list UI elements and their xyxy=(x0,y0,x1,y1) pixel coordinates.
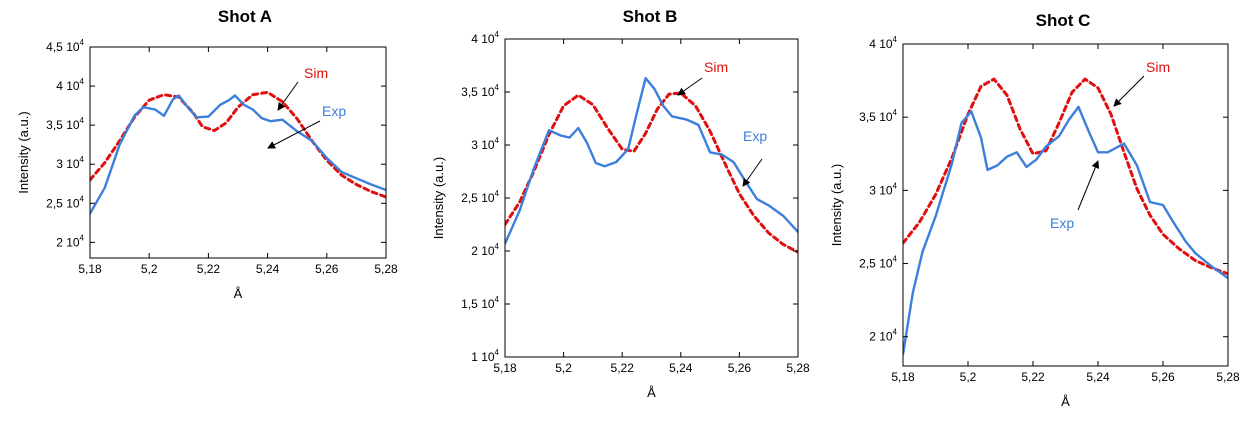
annotation-arrow xyxy=(267,120,321,149)
y-tick-label: 2,5 104 xyxy=(461,189,499,205)
y-tick-label: 2 104 xyxy=(869,328,897,344)
sim-series-line xyxy=(90,90,386,199)
panel-shot-b: Shot B 5,18 5,2 5,22 5,24 5,26 5,28 1 104 1,5 10… xyxy=(431,7,810,400)
x-tick-label: 5,18 xyxy=(493,361,517,375)
y-tick-label: 3,5 104 xyxy=(859,108,897,124)
y-tick-label: 4,5 104 xyxy=(46,38,84,54)
panel-shot-c: Shot C 5,18 5,2 5,22 5,24 5,26 5,28 2 104 2,5 10… xyxy=(829,11,1240,409)
y-tick-label: 3 104 xyxy=(56,155,84,171)
x-tick-label: 5,18 xyxy=(78,262,102,276)
x-tick-label: 5,22 xyxy=(1021,370,1045,384)
sim-series-line xyxy=(903,77,1228,276)
y-tick-label: 3 104 xyxy=(869,181,897,197)
y-tick-label: 3 104 xyxy=(471,136,499,152)
plot-frame xyxy=(902,43,1229,367)
sim-annotation-label: Sim xyxy=(1146,59,1170,75)
annotation-arrow xyxy=(1077,160,1100,211)
y-axis-label: Intensity (a.u.) xyxy=(431,157,446,239)
exp-annotation-label: Exp xyxy=(1050,215,1074,231)
chart-title: Shot A xyxy=(218,7,272,26)
x-tick-label: 5,2 xyxy=(141,262,158,276)
y-tick-label: 4 104 xyxy=(471,30,499,46)
y-tick-label: 2 104 xyxy=(56,233,84,249)
x-tick-label: 5,18 xyxy=(891,370,915,384)
annotation-arrow xyxy=(277,81,299,111)
x-axis-label: Å xyxy=(1061,394,1070,409)
y-tick-label: 2,5 104 xyxy=(859,255,897,271)
chart-title: Shot B xyxy=(623,7,678,26)
panel-shot-a: Shot A 5,18 5,2 5,22 5,24 5,26 5,28 2 104 2,5 10… xyxy=(16,7,398,301)
y-tick-label: 3,5 104 xyxy=(461,83,499,99)
y-tick-label: 3,5 104 xyxy=(46,116,84,132)
y-tick-label: 2 104 xyxy=(471,242,499,258)
sim-annotation-label: Sim xyxy=(304,65,328,81)
x-axis-label: Å xyxy=(234,286,243,301)
sim-annotation-label: Sim xyxy=(704,59,728,75)
x-tick-label: 5,26 xyxy=(1151,370,1175,384)
x-axis-label: Å xyxy=(647,385,656,400)
y-tick-label: 4 104 xyxy=(56,77,84,93)
annotation-arrow xyxy=(1113,75,1145,107)
x-tick-label: 5,28 xyxy=(374,262,398,276)
y-tick-label: 4 104 xyxy=(869,35,897,51)
x-tick-label: 5,22 xyxy=(611,361,635,375)
x-tick-label: 5,26 xyxy=(315,262,339,276)
y-axis-label: Intensity (a.u.) xyxy=(16,111,31,193)
y-axis-label: Intensity (a.u.) xyxy=(829,164,844,246)
exp-annotation-label: Exp xyxy=(743,128,767,144)
x-tick-label: 5,2 xyxy=(555,361,572,375)
annotation-arrow xyxy=(677,77,703,96)
y-tick-label: 1,5 104 xyxy=(461,295,499,311)
y-tick-label: 2,5 104 xyxy=(46,194,84,210)
x-tick-label: 5,26 xyxy=(728,361,752,375)
x-tick-label: 5,28 xyxy=(1216,370,1240,384)
exp-series-line xyxy=(903,105,1228,356)
annotation-arrow xyxy=(742,158,763,187)
plot-frame xyxy=(89,46,387,259)
exp-series-line xyxy=(505,76,798,245)
x-tick-label: 5,24 xyxy=(256,262,280,276)
x-tick-label: 5,2 xyxy=(960,370,977,384)
x-tick-label: 5,24 xyxy=(669,361,693,375)
exp-series-line xyxy=(90,94,386,215)
sim-series-line xyxy=(505,91,798,254)
x-tick-label: 5,28 xyxy=(786,361,810,375)
x-tick-label: 5,24 xyxy=(1086,370,1110,384)
x-tick-label: 5,22 xyxy=(197,262,221,276)
exp-annotation-label: Exp xyxy=(322,103,346,119)
chart-title: Shot C xyxy=(1036,11,1091,30)
y-tick-label: 1 104 xyxy=(471,348,499,364)
